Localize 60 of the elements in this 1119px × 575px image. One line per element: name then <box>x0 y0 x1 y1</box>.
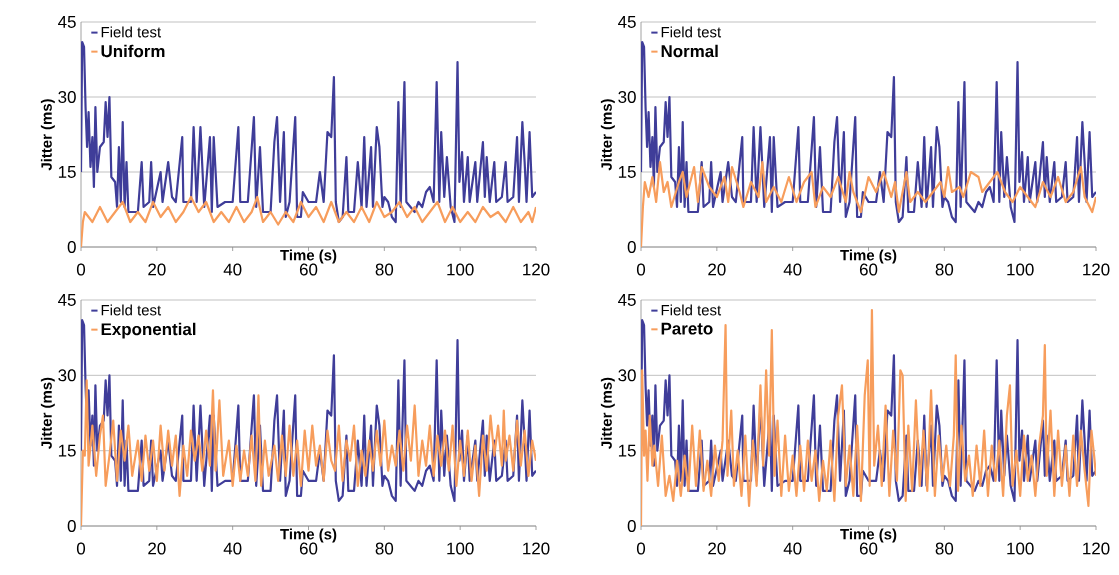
y-tick-label: 45 <box>618 294 636 306</box>
legend-label: Normal <box>661 44 718 58</box>
y-tick-label: 45 <box>58 16 76 28</box>
x-tick-label: 40 <box>783 263 802 276</box>
x-tick-label: 0 <box>76 542 86 555</box>
x-tick-label: 20 <box>148 542 166 555</box>
x-tick-label: 80 <box>375 263 394 276</box>
legend-label: Field test <box>101 26 162 38</box>
legend-label: Uniform <box>101 44 165 58</box>
x-tick-label: 80 <box>935 542 954 555</box>
x-tick-label: 40 <box>223 542 242 555</box>
x-tick-label: 60 <box>859 263 878 276</box>
y-axis-title: Jitter (ms) <box>600 377 615 449</box>
x-axis-title: Time (s) <box>840 249 897 264</box>
x-tick-label: 60 <box>859 542 878 555</box>
x-axis-title: Time (s) <box>840 528 897 543</box>
y-tick-label: 0 <box>627 241 636 253</box>
x-tick-label: 120 <box>523 263 550 276</box>
y-tick-label: 30 <box>58 91 76 104</box>
x-axis-title: Time (s) <box>280 528 337 543</box>
x-tick-label: 120 <box>1083 542 1110 555</box>
x-tick-label: 80 <box>935 263 954 276</box>
x-tick-label: 0 <box>76 263 86 276</box>
x-tick-label: 100 <box>447 542 474 555</box>
x-tick-label: 100 <box>447 263 474 276</box>
x-tick-label: 40 <box>223 263 242 276</box>
y-axis-title: Jitter (ms) <box>600 99 615 171</box>
x-tick-label: 0 <box>636 542 646 555</box>
y-tick-label: 45 <box>618 16 636 28</box>
y-axis-title: Jitter (ms) <box>40 99 55 171</box>
legend-label: Field test <box>101 304 162 316</box>
x-tick-label: 60 <box>299 263 318 276</box>
x-tick-label: 120 <box>523 542 550 555</box>
y-tick-label: 15 <box>58 444 76 457</box>
x-tick-label: 80 <box>375 542 394 555</box>
legend-label: Pareto <box>661 322 713 335</box>
legend-label: Field test <box>661 26 722 38</box>
x-tick-label: 0 <box>636 263 646 276</box>
y-tick-label: 30 <box>58 369 76 382</box>
y-tick-label: 0 <box>67 520 76 533</box>
x-tick-label: 20 <box>148 263 166 276</box>
x-axis-title: Time (s) <box>280 249 337 264</box>
x-tick-label: 20 <box>708 542 726 555</box>
legend-label: Exponential <box>101 322 196 339</box>
x-tick-label: 20 <box>708 263 726 276</box>
legend-label: Field test <box>661 304 722 316</box>
y-tick-label: 15 <box>618 166 636 178</box>
x-tick-label: 120 <box>1083 263 1110 276</box>
x-tick-label: 60 <box>299 542 318 555</box>
y-tick-label: 45 <box>58 294 76 306</box>
y-tick-label: 30 <box>618 91 636 104</box>
y-axis-title: Jitter (ms) <box>40 377 55 449</box>
x-tick-label: 100 <box>1007 263 1034 276</box>
y-tick-label: 30 <box>618 369 636 382</box>
x-tick-label: 100 <box>1007 542 1034 555</box>
y-tick-label: 15 <box>58 166 76 178</box>
y-tick-label: 0 <box>627 520 636 533</box>
x-tick-label: 40 <box>783 542 802 555</box>
y-tick-label: 15 <box>618 444 636 457</box>
y-tick-label: 0 <box>67 241 76 253</box>
